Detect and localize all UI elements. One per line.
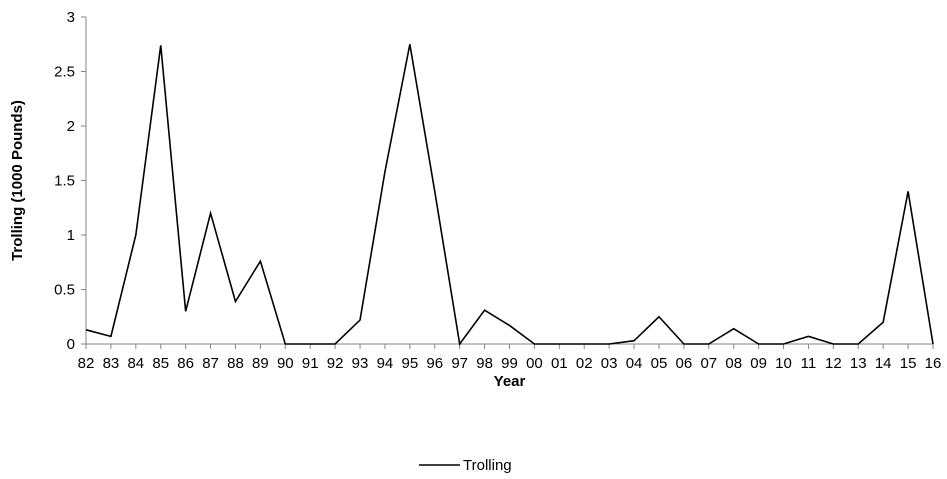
series-layer (85, 44, 934, 347)
x-tick-label: 11 (801, 355, 817, 372)
x-axis-ticks: 82 83 84 85 86 87 88 89 90 91 92 93 94 95 96 97 98 99 00 01… (78, 344, 942, 372)
y-tick-label: 1 (67, 227, 75, 244)
x-tick-label: 15 (900, 355, 917, 372)
x-tick-label: 06 (676, 355, 693, 372)
y-tick-label: 0 (67, 336, 75, 353)
x-tick-label: 96 (426, 355, 443, 372)
x-tick-label: 99 (501, 355, 518, 372)
x-tick-label: 13 (850, 355, 867, 372)
y-axis-ticks: 0 0.5 1 1.5 2 2.5 3 (54, 9, 86, 353)
x-tick-label: 97 (451, 355, 468, 372)
x-tick-label: 91 (302, 355, 319, 372)
y-axis-title: Trolling (1000 Pounds) (9, 100, 26, 261)
x-tick-label: 05 (651, 355, 668, 372)
x-tick-label: 14 (875, 355, 892, 372)
y-tick-label: 0.5 (54, 282, 75, 299)
x-tick-label: 01 (551, 355, 568, 372)
series-line-trolling (85, 44, 934, 347)
x-tick-label: 85 (152, 355, 169, 372)
x-tick-label: 16 (925, 355, 942, 372)
x-tick-label: 10 (775, 355, 792, 372)
x-tick-label: 02 (576, 355, 593, 372)
x-tick-label: 04 (626, 355, 643, 372)
x-tick-label: 93 (352, 355, 369, 372)
x-tick-label: 98 (476, 355, 493, 372)
x-tick-label: 00 (526, 355, 543, 372)
x-axis-title: Year (494, 373, 526, 390)
y-tick-label: 3 (67, 9, 75, 26)
x-tick-label: 94 (377, 355, 394, 372)
x-tick-label: 07 (700, 355, 717, 372)
x-tick-label: 82 (78, 355, 95, 372)
x-tick-label: 08 (725, 355, 742, 372)
x-tick-label: 88 (227, 355, 244, 372)
legend: Trolling (419, 457, 512, 474)
x-tick-label: 09 (750, 355, 767, 372)
y-tick-label: 1.5 (54, 173, 75, 190)
y-tick-label: 2 (67, 118, 75, 135)
legend-label-trolling: Trolling (463, 457, 512, 474)
x-tick-label: 87 (202, 355, 219, 372)
x-tick-label: 84 (127, 355, 144, 372)
x-tick-label: 95 (402, 355, 419, 372)
y-tick-label: 2.5 (54, 64, 75, 81)
x-tick-label: 92 (327, 355, 344, 372)
x-tick-label: 12 (825, 355, 842, 372)
x-tick-label: 90 (277, 355, 294, 372)
x-tick-label: 03 (601, 355, 618, 372)
x-tick-label: 83 (103, 355, 120, 372)
x-tick-label: 89 (252, 355, 269, 372)
x-tick-label: 86 (177, 355, 194, 372)
